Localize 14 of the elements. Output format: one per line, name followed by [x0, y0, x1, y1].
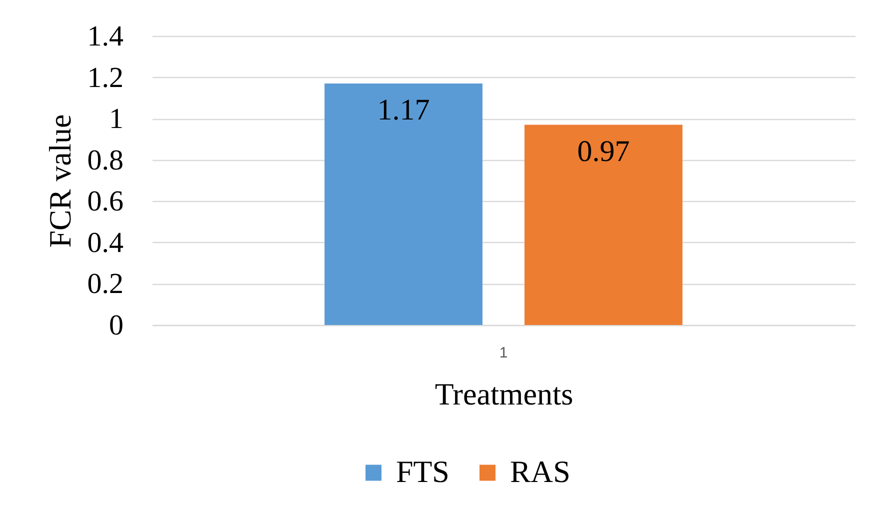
y-tick-label: 0.2 [87, 268, 124, 300]
legend-label: FTS [396, 454, 450, 489]
y-tick-label: 0.8 [87, 144, 124, 176]
y-tick-label: 1.2 [87, 62, 124, 94]
y-axis-title: FCR value [42, 114, 78, 248]
y-tick-label: 0.6 [87, 186, 124, 218]
y-tick-label: 1 [109, 103, 124, 136]
data-label: 0.97 [577, 134, 630, 168]
y-tick-label: 0.4 [87, 226, 124, 259]
y-tick-label: 1.4 [87, 20, 124, 52]
legend-label: RAS [510, 454, 570, 489]
y-tick-label: 0 [109, 310, 124, 342]
data-label: 1.17 [377, 93, 430, 126]
x-axis-title: Treatments [434, 376, 574, 412]
